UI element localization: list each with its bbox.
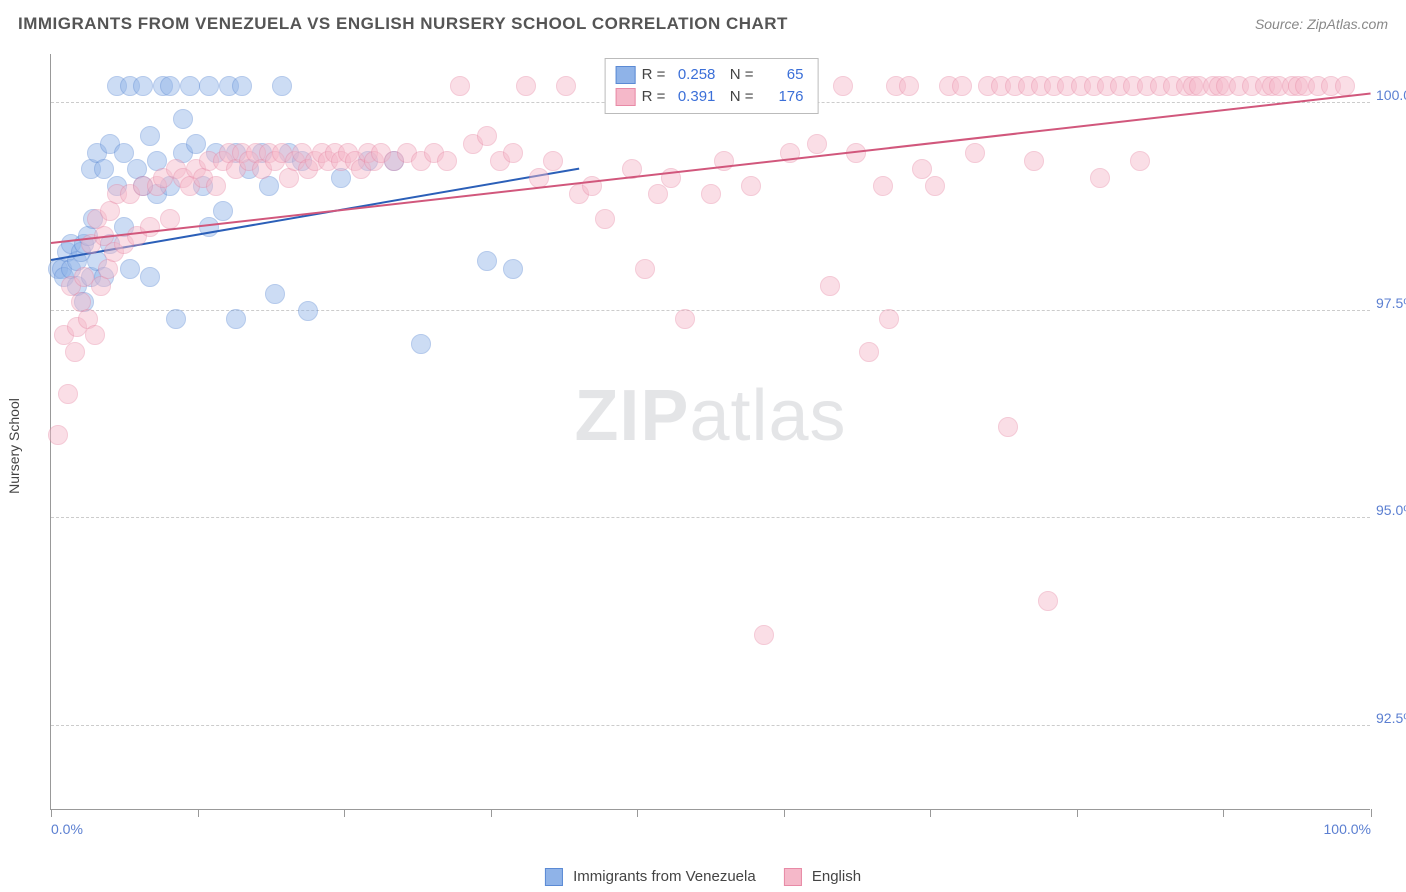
scatter-point-venezuela bbox=[272, 76, 292, 96]
xtick bbox=[1223, 809, 1224, 817]
y-axis-label: Nursery School bbox=[6, 398, 22, 494]
xtick bbox=[51, 809, 52, 817]
scatter-point-venezuela bbox=[213, 201, 233, 221]
scatter-point-english bbox=[965, 143, 985, 163]
scatter-point-venezuela bbox=[265, 284, 285, 304]
scatter-point-english bbox=[556, 76, 576, 96]
scatter-point-english bbox=[675, 309, 695, 329]
scatter-point-venezuela bbox=[140, 267, 160, 287]
scatter-point-venezuela bbox=[180, 76, 200, 96]
gridline bbox=[51, 725, 1370, 726]
scatter-point-english bbox=[912, 159, 932, 179]
scatter-point-venezuela bbox=[477, 251, 497, 271]
scatter-point-venezuela bbox=[503, 259, 523, 279]
watermark: ZIPatlas bbox=[574, 375, 846, 457]
swatch-venezuela-icon bbox=[616, 66, 636, 84]
scatter-point-venezuela bbox=[140, 126, 160, 146]
scatter-point-english bbox=[879, 309, 899, 329]
legend-item-venezuela: Immigrants from Venezuela bbox=[545, 868, 756, 886]
swatch-english-icon bbox=[616, 88, 636, 106]
ytick-label: 95.0% bbox=[1376, 502, 1406, 518]
scatter-point-venezuela bbox=[232, 76, 252, 96]
header: IMMIGRANTS FROM VENEZUELA VS ENGLISH NUR… bbox=[0, 0, 1406, 48]
ytick-label: 100.0% bbox=[1376, 87, 1406, 103]
xtick bbox=[1371, 809, 1372, 817]
scatter-point-venezuela bbox=[114, 143, 134, 163]
scatter-point-venezuela bbox=[166, 309, 186, 329]
xtick bbox=[344, 809, 345, 817]
xtick-label: 100.0% bbox=[1324, 821, 1371, 837]
scatter-point-english bbox=[516, 76, 536, 96]
ytick-label: 97.5% bbox=[1376, 295, 1406, 311]
legend-item-english: English bbox=[784, 868, 861, 886]
xtick bbox=[784, 809, 785, 817]
legend-row-english: R = 0.391 N = 176 bbox=[616, 86, 804, 108]
correlation-legend: R = 0.258 N = 65 R = 0.391 N = 176 bbox=[605, 58, 819, 114]
scatter-point-english bbox=[437, 151, 457, 171]
scatter-point-venezuela bbox=[199, 76, 219, 96]
scatter-point-venezuela bbox=[120, 259, 140, 279]
scatter-point-english bbox=[160, 209, 180, 229]
scatter-point-english bbox=[925, 176, 945, 196]
scatter-point-english bbox=[899, 76, 919, 96]
scatter-point-english bbox=[741, 176, 761, 196]
scatter-point-english bbox=[701, 184, 721, 204]
scatter-point-venezuela bbox=[186, 134, 206, 154]
xtick bbox=[1077, 809, 1078, 817]
scatter-point-english bbox=[543, 151, 563, 171]
xtick bbox=[198, 809, 199, 817]
xtick bbox=[637, 809, 638, 817]
legend-label: Immigrants from Venezuela bbox=[573, 868, 756, 885]
scatter-point-english bbox=[635, 259, 655, 279]
scatter-point-english bbox=[595, 209, 615, 229]
scatter-point-venezuela bbox=[173, 109, 193, 129]
scatter-point-english bbox=[873, 176, 893, 196]
scatter-point-venezuela bbox=[133, 76, 153, 96]
scatter-plot-area: ZIPatlas 100.0%97.5%95.0%92.5%0.0%100.0% bbox=[50, 54, 1370, 810]
scatter-point-english bbox=[85, 325, 105, 345]
xtick bbox=[930, 809, 931, 817]
scatter-point-venezuela bbox=[298, 301, 318, 321]
scatter-point-english bbox=[1335, 76, 1355, 96]
legend-label: English bbox=[812, 868, 861, 885]
gridline bbox=[51, 517, 1370, 518]
swatch-venezuela-icon bbox=[545, 868, 563, 886]
scatter-point-english bbox=[998, 417, 1018, 437]
scatter-point-english bbox=[140, 217, 160, 237]
scatter-point-english bbox=[48, 425, 68, 445]
swatch-english-icon bbox=[784, 868, 802, 886]
scatter-point-english bbox=[807, 134, 827, 154]
source-attribution: Source: ZipAtlas.com bbox=[1255, 16, 1388, 32]
scatter-point-english bbox=[859, 342, 879, 362]
page-title: IMMIGRANTS FROM VENEZUELA VS ENGLISH NUR… bbox=[18, 14, 788, 34]
scatter-point-english bbox=[1024, 151, 1044, 171]
scatter-point-english bbox=[58, 384, 78, 404]
xtick bbox=[491, 809, 492, 817]
scatter-point-venezuela bbox=[226, 309, 246, 329]
scatter-point-english bbox=[833, 76, 853, 96]
gridline bbox=[51, 310, 1370, 311]
scatter-point-venezuela bbox=[94, 159, 114, 179]
scatter-point-english bbox=[820, 276, 840, 296]
scatter-point-english bbox=[952, 76, 972, 96]
scatter-point-english bbox=[450, 76, 470, 96]
scatter-point-english bbox=[754, 625, 774, 645]
xtick-label: 0.0% bbox=[51, 821, 83, 837]
scatter-point-english bbox=[1090, 168, 1110, 188]
scatter-point-english bbox=[648, 184, 668, 204]
scatter-point-english bbox=[65, 342, 85, 362]
series-legend: Immigrants from Venezuela English bbox=[545, 868, 861, 886]
ytick-label: 92.5% bbox=[1376, 710, 1406, 726]
scatter-point-english bbox=[206, 176, 226, 196]
legend-row-venezuela: R = 0.258 N = 65 bbox=[616, 64, 804, 86]
scatter-point-venezuela bbox=[160, 76, 180, 96]
scatter-point-english bbox=[1130, 151, 1150, 171]
scatter-point-english bbox=[477, 126, 497, 146]
scatter-point-english bbox=[529, 168, 549, 188]
scatter-point-english bbox=[1038, 591, 1058, 611]
scatter-point-venezuela bbox=[411, 334, 431, 354]
scatter-point-english bbox=[503, 143, 523, 163]
